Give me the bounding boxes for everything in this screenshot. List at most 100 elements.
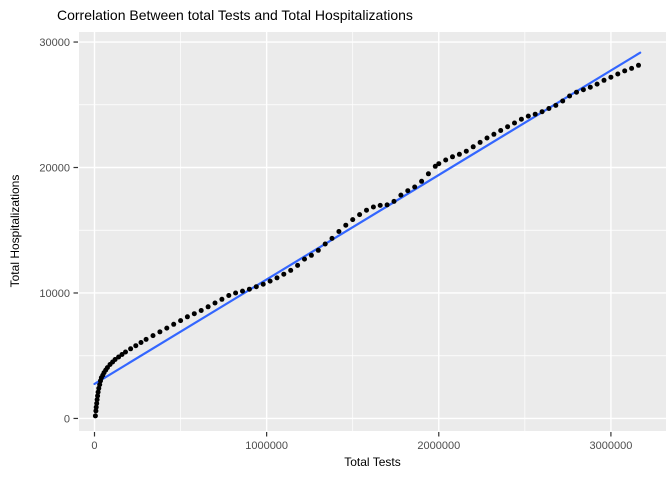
data-point: [364, 207, 369, 213]
chart-title: Correlation Between total Tests and Tota…: [57, 7, 413, 23]
data-point: [119, 352, 125, 357]
data-point: [484, 135, 490, 141]
data-point: [491, 131, 497, 137]
data-point: [350, 217, 356, 223]
data-point: [567, 93, 573, 99]
data-point: [405, 188, 411, 194]
data-point: [128, 346, 134, 352]
data-point: [532, 111, 538, 117]
data-point: [398, 192, 404, 198]
data-point: [308, 252, 314, 258]
data-point: [384, 202, 390, 208]
data-point: [267, 278, 273, 284]
data-point: [456, 151, 462, 157]
x-tick-label: 0: [91, 440, 97, 452]
data-point: [295, 262, 301, 268]
data-point: [512, 120, 517, 126]
x-tick-label: 1000000: [245, 440, 288, 452]
data-point: [253, 284, 259, 290]
data-point: [95, 393, 101, 399]
data-point: [425, 171, 431, 177]
data-point: [377, 202, 383, 208]
data-point: [150, 333, 156, 339]
data-point: [143, 336, 149, 342]
data-point: [274, 275, 280, 281]
data-point: [97, 382, 103, 388]
data-point: [553, 102, 559, 108]
data-point: [432, 163, 438, 169]
data-point: [560, 98, 566, 104]
data-point: [123, 349, 128, 355]
panel-background: [79, 32, 666, 431]
data-point: [601, 77, 607, 83]
data-point: [357, 212, 363, 218]
data-point: [93, 404, 99, 410]
data-point: [574, 89, 579, 95]
x-tick-label: 3000000: [590, 440, 633, 452]
y-tick-label: 30000: [39, 37, 70, 49]
data-point: [587, 84, 593, 90]
data-point: [260, 281, 266, 287]
y-tick-label: 20000: [39, 163, 70, 175]
x-tick-label: 2000000: [417, 440, 460, 452]
data-point: [92, 413, 98, 419]
y-tick-label: 0: [64, 413, 70, 425]
data-point: [95, 389, 101, 395]
data-point: [205, 304, 211, 310]
data-point: [133, 343, 139, 349]
data-point: [463, 148, 469, 154]
data-point: [226, 293, 232, 298]
data-point: [191, 311, 197, 317]
data-point: [498, 128, 504, 133]
data-point: [343, 222, 349, 228]
data-point: [246, 286, 252, 292]
data-point: [329, 235, 335, 241]
data-point: [419, 178, 425, 184]
data-point: [505, 124, 511, 130]
data-point: [636, 62, 641, 68]
data-point: [450, 154, 455, 160]
data-point: [322, 241, 328, 247]
data-point: [94, 397, 100, 403]
data-point: [539, 109, 545, 115]
data-point: [518, 116, 524, 122]
data-point: [436, 161, 442, 167]
data-point: [315, 247, 321, 253]
y-axis-title-text: Total Hospitalizations: [8, 174, 22, 288]
data-point: [594, 81, 600, 87]
data-point: [580, 87, 586, 93]
data-point: [470, 144, 476, 150]
data-point: [477, 139, 483, 145]
data-point: [198, 308, 204, 313]
data-point: [608, 74, 614, 80]
data-point: [157, 329, 163, 335]
data-point: [212, 300, 218, 306]
data-point: [240, 288, 245, 294]
data-point: [171, 321, 177, 327]
data-point: [629, 65, 635, 71]
data-point: [391, 198, 397, 204]
data-point: [412, 184, 418, 190]
data-point: [302, 256, 307, 262]
data-point: [622, 68, 628, 74]
data-point: [164, 325, 170, 331]
data-point: [233, 290, 239, 296]
data-point: [615, 71, 621, 77]
data-point: [138, 340, 144, 345]
data-point: [178, 318, 184, 324]
data-point: [546, 106, 552, 111]
data-point: [336, 229, 342, 234]
data-point: [281, 271, 287, 277]
data-point: [94, 400, 100, 406]
data-point: [288, 267, 294, 273]
data-point: [112, 357, 118, 362]
data-point: [184, 314, 190, 320]
data-point: [370, 204, 376, 210]
data-point: [93, 408, 99, 414]
x-axis-title: Total Tests: [344, 455, 401, 469]
data-point: [525, 113, 531, 119]
y-tick-label: 10000: [39, 288, 70, 300]
data-point: [443, 157, 449, 163]
